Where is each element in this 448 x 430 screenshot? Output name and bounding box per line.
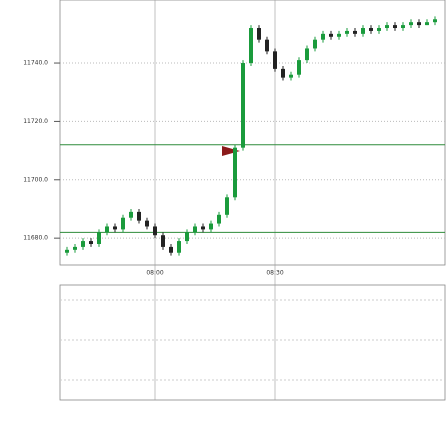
candle-body — [273, 51, 277, 69]
candle-body — [129, 211, 133, 218]
candle-body — [337, 33, 341, 37]
candle-body — [65, 249, 69, 253]
candle-body — [233, 147, 237, 198]
candle-body — [121, 217, 125, 230]
candle-body — [145, 220, 149, 227]
candle-body — [305, 48, 309, 61]
candle-body — [281, 68, 285, 78]
indicator-panel — [59, 284, 446, 401]
main-panel — [59, 0, 446, 266]
candle-body — [345, 30, 349, 34]
candle-body — [289, 74, 293, 78]
candle-body — [409, 22, 413, 26]
candle-body — [89, 241, 93, 244]
candle-body — [97, 232, 101, 244]
candle-body — [169, 246, 173, 253]
candle-body — [401, 25, 405, 29]
candle-body — [225, 197, 229, 215]
candle-body — [249, 28, 253, 64]
candle-body — [153, 226, 157, 236]
candle-body — [257, 28, 261, 40]
candle-body — [137, 211, 141, 221]
candle-body — [369, 28, 373, 31]
candle-body — [73, 246, 77, 250]
candle-body — [297, 60, 301, 75]
candle-body — [105, 226, 109, 233]
candle-body — [217, 214, 221, 224]
candle-body — [265, 39, 269, 52]
candle-body — [241, 63, 245, 148]
y-tick-label: 11740.0 — [23, 60, 48, 67]
y-tick-label: 11720.0 — [23, 118, 48, 125]
candle-body — [385, 25, 389, 29]
candle-body — [353, 30, 357, 34]
candle-body — [185, 232, 189, 242]
candle-body — [313, 39, 317, 49]
y-tick-label: 11700.0 — [23, 176, 48, 183]
candle-body — [201, 226, 205, 230]
candle-body — [321, 33, 325, 40]
candle-body — [393, 25, 397, 29]
candle-body — [209, 223, 213, 230]
candle-body — [81, 241, 85, 247]
candle-body — [161, 235, 165, 247]
candle-body — [361, 28, 365, 34]
candle-body — [433, 19, 437, 23]
candle-body — [425, 22, 429, 26]
candle-body — [193, 226, 197, 233]
y-tick-label: 11680.0 — [23, 235, 48, 242]
candle-body — [177, 241, 181, 253]
candle-body — [417, 22, 421, 26]
candle-body — [113, 226, 117, 230]
marker — [222, 146, 240, 156]
candle-body — [329, 33, 333, 37]
candle-body — [377, 28, 381, 31]
